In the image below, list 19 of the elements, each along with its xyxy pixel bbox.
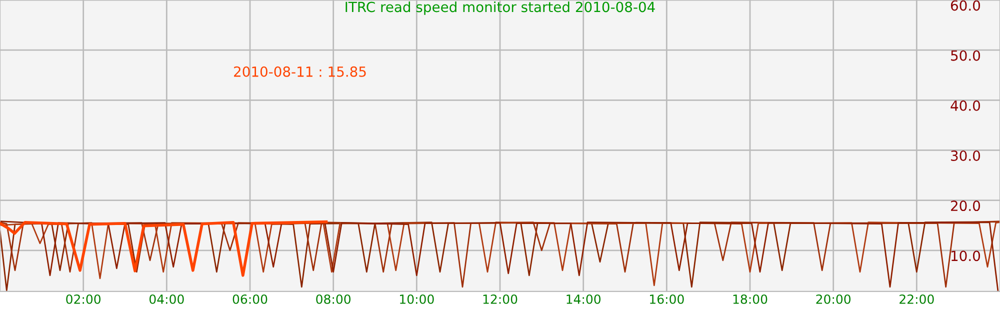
x-tick-label: 10:00: [400, 294, 434, 304]
annotation: 2010-08-11 : 15.85: [234, 66, 366, 77]
y-tick-label: 20.0: [951, 200, 980, 212]
x-tick-label: 08:00: [316, 294, 351, 304]
x-tick-label: 16:00: [650, 294, 684, 304]
x-tick-label: 04:00: [149, 294, 184, 304]
y-tick-label: 50.0: [951, 50, 980, 61]
y-tick-label: 10.0: [952, 250, 980, 262]
y-tick-label: 60.0: [950, 0, 980, 11]
y-tick-label: 30.0: [951, 150, 980, 161]
x-tick-label: 18:00: [733, 294, 768, 304]
x-tick-label: 12:00: [483, 294, 518, 304]
x-tick-label: 02:00: [66, 294, 101, 304]
chart-title: ITRC read speed monitor started 2010-08-04: [346, 1, 655, 15]
x-tick-label: 20:00: [816, 294, 851, 304]
x-tick-label: 06:00: [232, 294, 268, 304]
y-tick-label: 40.0: [950, 100, 980, 111]
x-tick-label: 14:00: [566, 294, 601, 304]
x-tick-label: 22:00: [900, 294, 934, 304]
